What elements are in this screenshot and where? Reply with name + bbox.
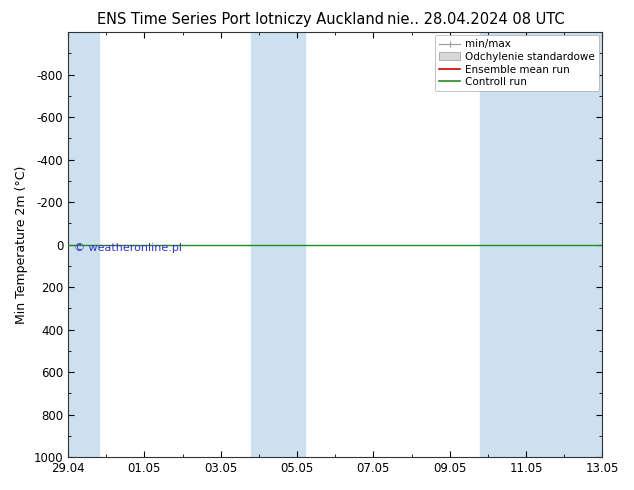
Bar [68, 32, 98, 457]
Text: © weatheronline.pl: © weatheronline.pl [74, 243, 183, 252]
Legend: min/max, Odchylenie standardowe, Ensemble mean run, Controll run: min/max, Odchylenie standardowe, Ensembl… [435, 35, 599, 92]
Text: ENS Time Series Port lotniczy Auckland: ENS Time Series Port lotniczy Auckland [98, 12, 384, 27]
Y-axis label: Min Temperature 2m (°C): Min Temperature 2m (°C) [15, 166, 28, 324]
Bar [251, 32, 305, 457]
Text: nie.. 28.04.2024 08 UTC: nie.. 28.04.2024 08 UTC [387, 12, 564, 27]
Bar [480, 32, 602, 457]
